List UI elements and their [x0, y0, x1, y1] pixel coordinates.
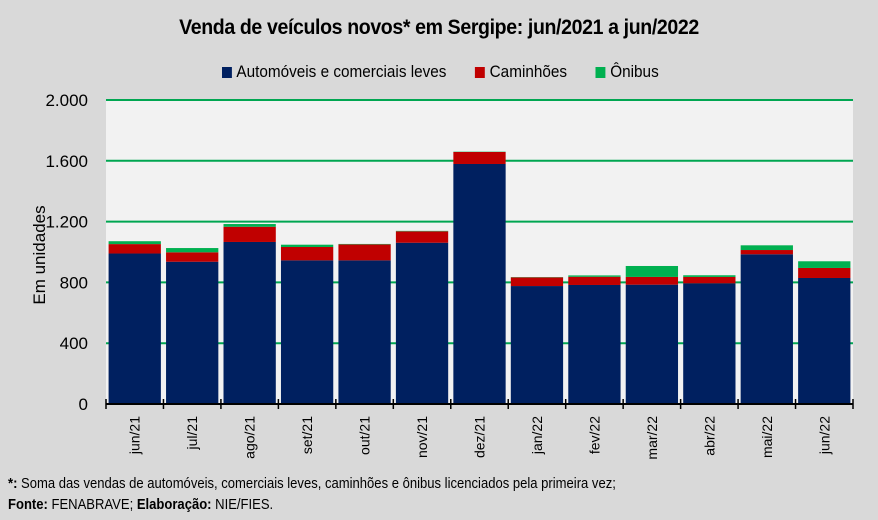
- legend-item-caminhoes: Caminhões: [475, 62, 567, 82]
- x-tick-label: mar/22: [644, 416, 660, 460]
- x-tick-label: abr/22: [701, 416, 717, 456]
- bar-segment-caminhoes: [223, 226, 276, 242]
- source-label: Fonte:: [8, 497, 48, 513]
- footer: *: Soma das vendas de automóveis, comerc…: [8, 474, 616, 516]
- chart-plot: 0 400 800 1.200 1.600 2.000 jun/21 jul/21 ago/21…: [45, 91, 854, 460]
- bar-segment-automoveis: [395, 242, 449, 404]
- bar-segment-caminhoes: [683, 276, 736, 284]
- legend-swatch-caminhoes: [475, 66, 486, 78]
- x-tick-label: fev/22: [586, 416, 602, 454]
- bar-segment-caminhoes: [453, 151, 506, 164]
- bar-segment-automoveis: [798, 277, 851, 404]
- x-tick-label: jun/22: [816, 416, 832, 455]
- bar-segment-automoveis: [625, 284, 679, 404]
- bar-segment-onibus: [740, 245, 793, 251]
- credit-value: NIE/FIES.: [211, 497, 274, 513]
- source-value: FENABRAVE;: [47, 497, 137, 513]
- x-tick-label: jan/22: [529, 416, 545, 455]
- bar-segment-automoveis: [740, 254, 793, 404]
- legend-swatch-automoveis: [222, 66, 232, 78]
- x-tick-label: jul/21: [184, 416, 200, 451]
- bar-segment-caminhoes: [798, 267, 851, 278]
- credit-label: Elaboração:: [136, 497, 212, 513]
- bar-segment-automoveis: [568, 284, 621, 404]
- bar-segment-onibus: [625, 265, 679, 277]
- bar-segment-automoveis: [166, 261, 219, 404]
- bar-segment-caminhoes: [166, 252, 219, 262]
- footnote-marker: *:: [8, 476, 18, 492]
- bar-segment-automoveis: [453, 163, 506, 404]
- bar-segment-onibus: [280, 244, 334, 247]
- legend-label-caminhoes: Caminhões: [489, 62, 568, 81]
- legend-label-automoveis: Automóveis e comerciais leves: [236, 62, 447, 81]
- legend: Automóveis e comerciais leves Caminhões …: [222, 62, 688, 82]
- x-tick-label: jun/21: [127, 416, 143, 455]
- legend-label-onibus: Ônibus: [610, 62, 659, 81]
- source-line: Fonte: FENABRAVE; Elaboração: NIE/FIES.: [8, 495, 616, 516]
- y-tick-label: 2.000: [45, 91, 88, 110]
- bar-segment-onibus: [798, 261, 851, 268]
- bar-segment-onibus: [683, 275, 736, 277]
- bar-segment-automoveis: [280, 260, 334, 404]
- bar-segment-caminhoes: [625, 276, 679, 285]
- x-tick-label: ago/21: [242, 416, 258, 459]
- footnote: *: Soma das vendas de automóveis, comerc…: [8, 474, 616, 495]
- y-tick-label: 400: [60, 334, 88, 353]
- bar-segment-onibus: [108, 241, 161, 245]
- bar-segment-automoveis: [108, 253, 161, 404]
- bar-segment-caminhoes: [740, 250, 793, 255]
- bar-segment-automoveis: [338, 260, 391, 404]
- bar-segment-automoveis: [683, 283, 736, 404]
- x-tick-label: dez/21: [472, 416, 488, 458]
- footnote-text: Soma das vendas de automóveis, comerciai…: [17, 476, 616, 492]
- y-tick-label: 0: [79, 395, 88, 414]
- x-tick-label: mai/22: [759, 416, 775, 458]
- legend-item-onibus: Ônibus: [595, 62, 659, 82]
- bar-segment-caminhoes: [108, 244, 161, 254]
- bar-segment-caminhoes: [280, 246, 334, 261]
- bar-segment-onibus: [166, 248, 219, 253]
- bar-segment-caminhoes: [568, 276, 621, 285]
- bar-segment-onibus: [223, 224, 276, 227]
- bar-segment-automoveis: [510, 286, 564, 404]
- y-tick-label: 1.200: [45, 213, 88, 232]
- bar-segment-caminhoes: [510, 277, 564, 287]
- chart-title: Venda de veículos novos* em Sergipe: jun…: [179, 16, 699, 39]
- bar-segment-caminhoes: [338, 244, 391, 261]
- bar-segment-onibus: [568, 275, 621, 277]
- x-tick-label: nov/21: [414, 416, 430, 458]
- x-tick-label: out/21: [357, 416, 373, 455]
- bar-segment-caminhoes: [395, 231, 449, 243]
- y-tick-label: 800: [60, 273, 88, 292]
- y-tick-label: 1.600: [45, 152, 88, 171]
- legend-swatch-onibus: [595, 66, 606, 78]
- legend-item-automoveis: Automóveis e comerciais leves: [222, 62, 446, 82]
- x-tick-label: set/21: [299, 416, 315, 454]
- bar-segment-automoveis: [223, 241, 276, 404]
